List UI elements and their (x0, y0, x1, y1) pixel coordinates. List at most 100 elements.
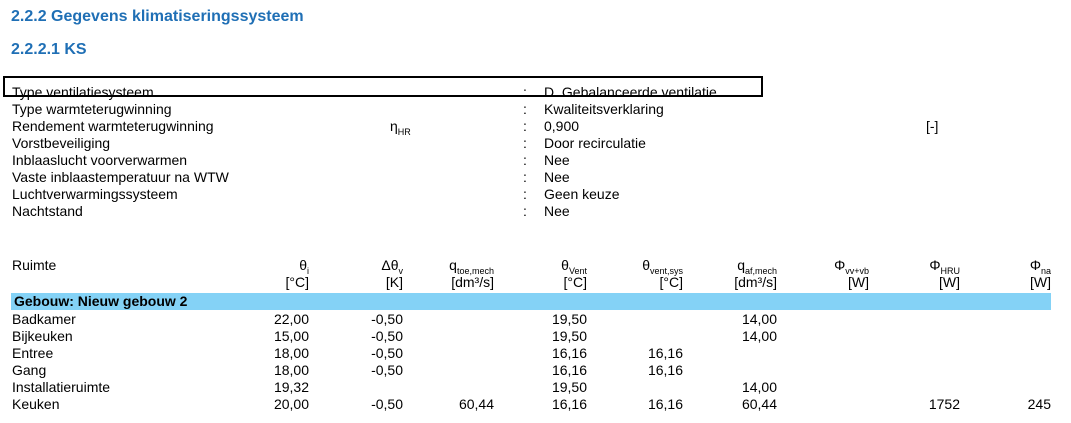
property-colon: : (523, 84, 527, 100)
property-colon: : (523, 101, 527, 117)
symbol-sub: toe,mech (456, 265, 494, 276)
column-header-unit: [dm³/s] (734, 274, 777, 290)
column-header-symbol: qaf,mech (737, 257, 777, 276)
column-header-unit: [°C] (563, 274, 588, 290)
column-header-symbol: Δθv (381, 257, 403, 276)
symbol-sub: v (398, 265, 404, 276)
property-row: Inblaaslucht voorverwarmen: Nee (0, 152, 1071, 169)
property-value: Door recirculatie (544, 135, 646, 151)
property-label: Vorstbeveiliging (12, 135, 111, 151)
column-header-symbol: Φvv+vb (834, 257, 869, 276)
symbol-sub: na (1040, 265, 1051, 276)
table-cell: -0,50 (371, 311, 403, 327)
property-row: Vaste inblaastemperatuur na WTW: Nee (0, 169, 1071, 186)
symbol-main: q (737, 257, 745, 273)
table-cell: 18,00 (273, 345, 309, 361)
group-band: Gebouw: Nieuw gebouw 2 (11, 293, 1051, 310)
property-colon: : (523, 118, 527, 134)
symbol-main: θ (561, 257, 569, 273)
column-header-symbol: θvent,sys (642, 257, 683, 276)
symbol-sub: vv+vb (845, 265, 869, 276)
table-cell: 19,50 (551, 311, 587, 327)
property-row: Type warmteterugwinning: Kwaliteitsverkla… (0, 101, 1071, 118)
property-row: Vorstbeveiliging: Door recirculatie (0, 135, 1071, 152)
table-cell: 18,00 (273, 362, 309, 378)
table-cell: -0,50 (371, 362, 403, 378)
property-row: Rendement warmteterugwinning ηHR: 0,900 [-] (0, 118, 1071, 137)
column-header-unit: [W] (1030, 274, 1051, 290)
highlight-box (3, 76, 763, 97)
column-header-symbol: Φna (1030, 257, 1051, 276)
table-cell: 60,44 (741, 396, 777, 412)
property-colon: : (523, 186, 527, 202)
table-cell: 14,00 (741, 311, 777, 327)
property-row: Nachtstand: Nee (0, 203, 1071, 220)
room-name: Installatieruimte (12, 379, 111, 395)
symbol-sub: Vent (568, 265, 587, 276)
property-colon: : (523, 169, 527, 185)
symbol-main: Φ (1029, 257, 1041, 273)
table-row: Entree 18,00 -0,50 16,16 16,16 (0, 346, 1071, 360)
column-header-ruimte: Ruimte (12, 257, 57, 273)
table-cell: 14,00 (741, 328, 777, 344)
column-header-unit: [K] (385, 274, 403, 290)
property-label: Type warmteterugwinning (12, 101, 172, 117)
table-cell: 245 (1027, 396, 1051, 412)
table-cell: 20,00 (273, 396, 309, 412)
property-colon: : (523, 152, 527, 168)
property-unit: [-] (926, 118, 939, 134)
table-cell: 16,16 (647, 345, 683, 361)
column-header-unit: [W] (848, 274, 869, 290)
column-header-symbol: θi (299, 257, 309, 276)
table-cell: 22,00 (273, 311, 309, 327)
table-row: Gang 18,00 -0,50 16,16 16,16 (0, 363, 1071, 377)
symbol-main: q (449, 257, 457, 273)
property-label: Inblaaslucht voorverwarmen (12, 152, 188, 168)
column-header-symbol: qtoe,mech (449, 257, 494, 276)
room-name: Entree (12, 345, 54, 361)
table-cell: -0,50 (371, 328, 403, 344)
symbol-main: θ (299, 257, 307, 273)
column-header-symbol: θVent (561, 257, 587, 276)
symbol-sub: vent,sys (649, 265, 683, 276)
symbol-main: θ (642, 257, 650, 273)
property-symbol: ηHR (390, 118, 411, 141)
symbol-sub: HRU (940, 265, 961, 276)
property-value: D. Gebalanceerde ventilatie (544, 84, 717, 100)
table-cell: 16,16 (647, 396, 683, 412)
symbol-main: Φ (929, 257, 941, 273)
room-name: Bijkeuken (12, 328, 73, 344)
property-value: Nee (544, 203, 570, 219)
symbol-main: Δθ (381, 257, 399, 273)
property-value: Nee (544, 169, 570, 185)
room-name: Keuken (12, 396, 60, 412)
column-header-symbol: ΦHRU (929, 257, 960, 276)
table-cell: 60,44 (458, 396, 494, 412)
table-cell: 14,00 (741, 379, 777, 395)
table-cell: 1752 (928, 396, 960, 412)
property-value: Geen keuze (544, 186, 620, 202)
symbol-sub: i (307, 265, 309, 276)
property-row: Luchtverwarmingssysteem: Geen keuze (0, 186, 1071, 203)
table-cell: 16,16 (551, 362, 587, 378)
table-header: Ruimte θi [°C] Δθv [K] qtoe,mech [dm³/s] θVent[… (0, 257, 1071, 291)
property-colon: : (523, 135, 527, 151)
property-value: Nee (544, 152, 570, 168)
column-header-unit: [W] (939, 274, 960, 290)
room-name: Gang (12, 362, 47, 378)
room-name: Badkamer (12, 311, 76, 327)
table-cell: 19,50 (551, 328, 587, 344)
column-header-unit: [°C] (659, 274, 684, 290)
symbol-sub: af,mech (744, 265, 777, 276)
table-cell: -0,50 (371, 396, 403, 412)
symbol-main: Φ (834, 257, 846, 273)
property-value: 0,900 (544, 118, 580, 134)
column-header-unit: [dm³/s] (451, 274, 494, 290)
table-cell: 16,16 (551, 345, 587, 361)
table-row: Installatieruimte 19,32 19,50 14,00 (0, 380, 1071, 394)
symbol-main: η (390, 118, 398, 134)
table-cell: 16,16 (647, 362, 683, 378)
subsection-heading: 2.2.2.1 KS (11, 41, 87, 58)
property-label: Luchtverwarmingssysteem (12, 186, 178, 202)
table-cell: 16,16 (551, 396, 587, 412)
